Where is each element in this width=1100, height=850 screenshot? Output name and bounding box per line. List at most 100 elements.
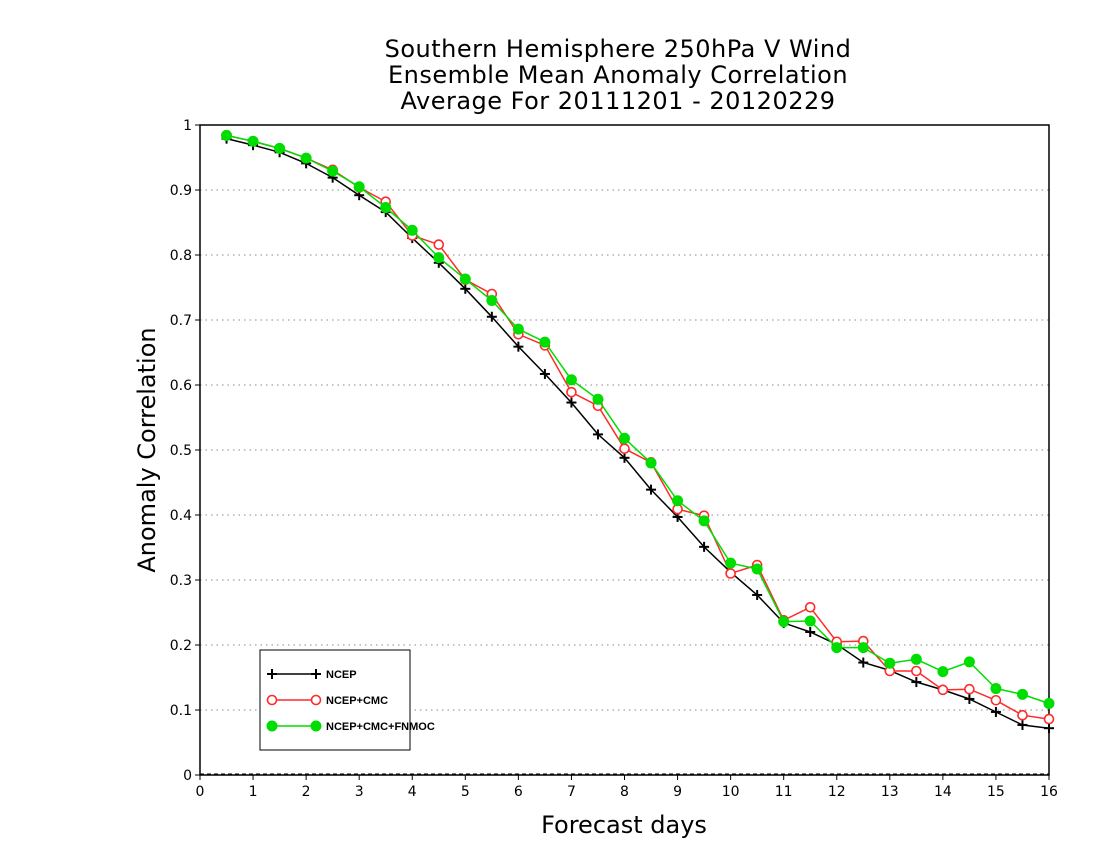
plus-marker: [858, 657, 869, 668]
filled-circle-marker: [910, 653, 922, 665]
filled-circle-marker: [1016, 688, 1028, 700]
plus-marker: [990, 706, 1001, 717]
plus-marker: [805, 627, 816, 637]
x-tick-label: 8: [620, 784, 629, 800]
series-3: [221, 129, 1055, 709]
x-tick-label: 0: [196, 784, 205, 800]
open-circle-marker: [964, 683, 975, 695]
series-line: [226, 137, 1050, 729]
plus-marker: [911, 677, 922, 688]
axis-ticks: 00.10.20.30.40.50.60.70.80.910 1 2 3 4 5 6 7 8 9 1…: [170, 118, 1058, 800]
x-tick-label: 11: [775, 784, 793, 800]
filled-circle-marker: [433, 252, 445, 264]
y-tick-label: 0.2: [170, 638, 192, 654]
plus-marker: [699, 541, 710, 552]
series-line: [226, 134, 1050, 720]
x-tick-label: 10: [722, 784, 740, 800]
open-circle-marker: [725, 568, 736, 579]
open-circle-marker: [310, 694, 322, 706]
plus-marker: [646, 484, 657, 495]
open-circle-marker: [990, 694, 1002, 706]
open-circle-marker: [1017, 709, 1028, 721]
filled-circle-marker: [990, 683, 1002, 695]
legend-label: NCEP+CMC: [326, 695, 388, 707]
x-axis-title: Forecast days: [541, 811, 707, 839]
plus-marker: [566, 397, 577, 408]
title-line-1: Southern Hemisphere 250hPa V Wind: [384, 35, 852, 63]
title-line-3: Average For 20111201 - 20120229: [400, 87, 836, 115]
x-tick-label: 16: [1040, 784, 1058, 800]
open-circle-marker: [804, 601, 816, 613]
plus-marker: [619, 452, 630, 463]
series-1: [221, 133, 1054, 734]
legend-label: NCEP: [326, 669, 357, 681]
open-circle-marker: [911, 665, 922, 677]
filled-circle-marker: [592, 393, 604, 405]
filled-circle-marker: [353, 181, 365, 193]
y-tick-label: 0.7: [170, 313, 192, 329]
filled-circle-marker: [310, 720, 322, 732]
plus-marker: [1017, 719, 1028, 730]
plus-marker: [513, 341, 524, 352]
filled-circle-marker: [565, 374, 577, 386]
plus-marker: [460, 283, 471, 294]
filled-circle-marker: [274, 142, 286, 154]
y-tick-label: 0.9: [170, 183, 192, 199]
series-2: [221, 130, 1055, 725]
filled-circle-marker: [406, 224, 418, 236]
y-tick-label: 0.6: [170, 378, 192, 394]
x-tick-label: 1: [249, 784, 258, 800]
open-circle-marker: [266, 694, 278, 706]
open-circle-marker: [619, 443, 630, 455]
filled-circle-marker: [486, 295, 498, 306]
filled-circle-marker: [778, 616, 790, 628]
legend-entry-1: NCEP: [267, 669, 357, 681]
plus-marker: [311, 669, 321, 679]
filled-circle-marker: [300, 152, 312, 164]
filled-circle-marker: [1043, 698, 1055, 709]
filled-circle-marker: [221, 129, 233, 141]
filled-circle-marker: [645, 457, 657, 469]
filled-circle-marker: [672, 495, 684, 507]
filled-circle-marker: [459, 273, 471, 285]
series-lines: [221, 129, 1055, 734]
open-circle-marker: [433, 239, 445, 250]
x-tick-label: 6: [514, 784, 523, 800]
plus-marker: [486, 311, 497, 322]
filled-circle-marker: [725, 557, 737, 569]
plus-marker: [964, 693, 975, 704]
open-circle-marker: [937, 684, 949, 696]
open-circle-marker: [566, 386, 577, 398]
legend: NCEP NCEP+CMC NCEP+CMC+FNMOC: [259, 649, 435, 751]
x-tick-label: 4: [408, 784, 417, 800]
filled-circle-marker: [266, 720, 278, 732]
filled-circle-marker: [751, 563, 763, 575]
filled-circle-marker: [831, 642, 843, 654]
filled-circle-marker: [539, 336, 551, 348]
legend-entry-3: NCEP+CMC+FNMOC: [266, 720, 435, 733]
x-tick-label: 14: [934, 784, 952, 800]
open-circle-marker: [1043, 713, 1055, 725]
filled-circle-marker: [512, 323, 524, 335]
x-tick-label: 13: [881, 784, 899, 800]
x-tick-label: 2: [302, 784, 311, 800]
filled-circle-marker: [884, 657, 896, 669]
y-tick-label: 0.8: [170, 248, 192, 264]
y-tick-label: 0.4: [170, 508, 192, 524]
x-tick-label: 12: [828, 784, 846, 800]
y-tick-label: 0.5: [170, 443, 192, 459]
plus-marker: [267, 669, 277, 679]
y-tick-label: 0.1: [170, 703, 192, 719]
x-tick-label: 3: [355, 784, 364, 800]
filled-circle-marker: [698, 515, 710, 527]
x-tick-label: 9: [673, 784, 682, 800]
x-tick-label: 7: [567, 784, 576, 800]
y-tick-label: 0.3: [170, 573, 192, 589]
y-axis-title: Anomaly Correlation: [133, 327, 161, 572]
series-line: [226, 134, 1050, 705]
plus-marker: [1044, 723, 1054, 734]
gridlines: [200, 189, 1049, 775]
filled-circle-marker: [380, 202, 392, 214]
x-tick-label: 5: [461, 784, 470, 800]
